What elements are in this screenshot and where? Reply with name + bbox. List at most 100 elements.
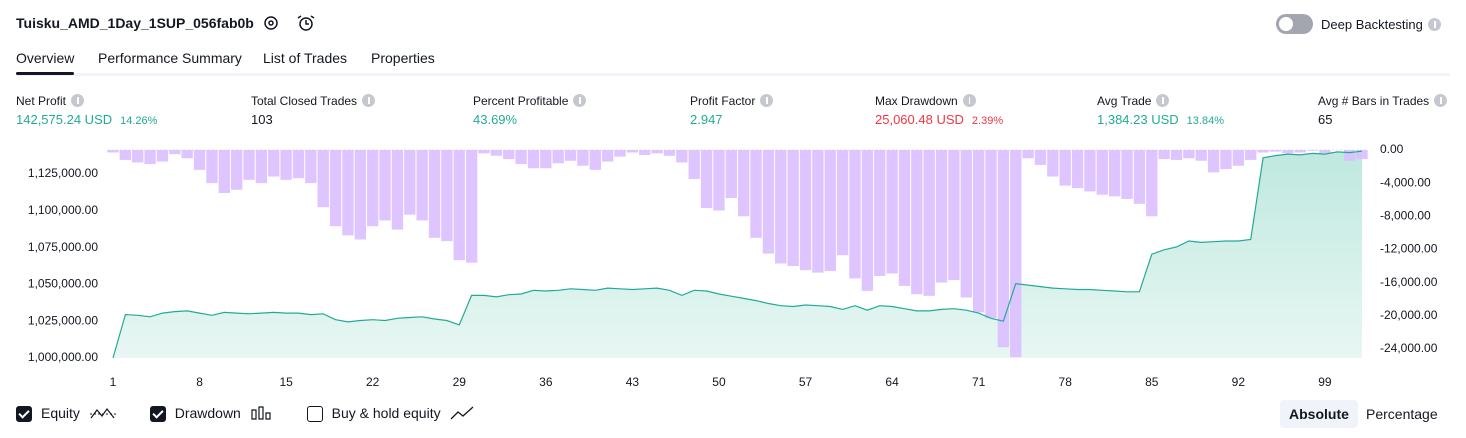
help-icon[interactable] bbox=[1427, 18, 1441, 31]
metric-value-text: 25,060.48 USD bbox=[875, 112, 964, 127]
y2-tick-label: -24,000.00 bbox=[1380, 341, 1438, 355]
y-tick-label: 1,050,000.00 bbox=[28, 277, 98, 291]
equity-area bbox=[113, 151, 1362, 358]
drawdown-bar bbox=[799, 150, 812, 271]
drawdown-bar bbox=[589, 150, 601, 170]
drawdown-bar bbox=[812, 150, 824, 273]
strategy-title: Tuisku_AMD_1Day_1SUP_056fab0b bbox=[16, 15, 254, 31]
info-icon[interactable] bbox=[962, 94, 976, 107]
mode-button[interactable]: Absolute bbox=[1280, 400, 1358, 428]
drawdown-bar bbox=[527, 150, 540, 169]
drawdown-bar bbox=[218, 150, 230, 194]
drawdown-bar bbox=[775, 150, 787, 264]
metric-label-text: Avg Trade bbox=[1097, 94, 1152, 108]
legend-buyhold[interactable]: Buy & hold equity bbox=[306, 405, 475, 422]
drawdown-bar bbox=[1356, 150, 1368, 160]
header-icons[interactable] bbox=[262, 14, 322, 34]
checkbox[interactable] bbox=[149, 406, 166, 422]
x-tick-label: 50 bbox=[712, 375, 726, 389]
drawdown-bar bbox=[206, 150, 218, 184]
drawdown-bar bbox=[725, 150, 737, 199]
drawdown-bar bbox=[1034, 150, 1047, 165]
drawdown-bar bbox=[292, 150, 305, 179]
toggle[interactable] bbox=[1276, 14, 1313, 34]
metric-label: Max Drawdown bbox=[875, 94, 976, 108]
legend-label: Equity bbox=[41, 405, 80, 421]
metric-label-text: Avg # Bars in Trades bbox=[1318, 94, 1430, 108]
tab[interactable]: Performance Summary bbox=[98, 50, 242, 66]
equity-line bbox=[112, 150, 1363, 359]
metric-value: 25,060.48 USD 2.39% bbox=[875, 112, 1003, 127]
y-tick-label: 1,100,000.00 bbox=[28, 203, 98, 217]
y-tick-label: 1,075,000.00 bbox=[28, 240, 98, 254]
drawdown-bar bbox=[503, 150, 515, 160]
metric-value-text: 103 bbox=[251, 112, 273, 127]
legend-label: Buy & hold equity bbox=[331, 405, 441, 421]
metric-label-text: Percent Profitable bbox=[473, 94, 569, 108]
drawdown-bar bbox=[1010, 150, 1022, 358]
metric-value-text: 43.69% bbox=[473, 112, 518, 127]
metric-value-text: 2.947 bbox=[690, 112, 723, 127]
drawdown-bar bbox=[465, 150, 478, 263]
drawdown-bar bbox=[1146, 150, 1158, 217]
legend-label: Drawdown bbox=[174, 405, 241, 421]
metric-label: Avg Trade bbox=[1097, 94, 1170, 108]
drawdown-bar bbox=[824, 150, 836, 271]
info-icon[interactable] bbox=[573, 94, 587, 107]
tab[interactable]: Overview bbox=[16, 50, 75, 66]
info-icon[interactable] bbox=[71, 94, 85, 107]
drawdown-bar bbox=[1319, 150, 1331, 154]
drawdown-bar bbox=[441, 150, 453, 242]
drawdown-bar bbox=[1121, 150, 1133, 199]
tab-underline bbox=[16, 72, 74, 75]
legend-equity[interactable]: Equity bbox=[16, 405, 116, 422]
mode-button[interactable]: Percentage bbox=[1366, 406, 1438, 422]
drawdown-bar bbox=[713, 150, 725, 211]
drawdown-bar bbox=[342, 150, 354, 236]
drawdown-bar bbox=[750, 150, 762, 238]
info-icon[interactable] bbox=[362, 94, 376, 107]
drawdown-bar bbox=[972, 150, 985, 313]
drawdown-bar bbox=[367, 150, 379, 227]
drawdown-bar bbox=[614, 150, 626, 157]
tab[interactable]: List of Trades bbox=[263, 50, 348, 66]
metric-label-text: Max Drawdown bbox=[875, 94, 958, 108]
drawdown-bar bbox=[935, 150, 948, 283]
tab[interactable]: Properties bbox=[371, 50, 435, 66]
x-tick-label: 43 bbox=[626, 375, 640, 389]
drawdown-icon bbox=[251, 406, 271, 420]
tab-rule bbox=[16, 73, 1450, 76]
drawdown-bar bbox=[181, 150, 193, 159]
drawdown-bar bbox=[663, 150, 676, 156]
metric-value: 142,575.24 USD 14.26% bbox=[16, 112, 157, 127]
info-icon[interactable] bbox=[760, 94, 774, 107]
metric-value-text: 142,575.24 USD bbox=[16, 112, 113, 127]
info-icon[interactable] bbox=[1156, 94, 1170, 107]
info-icon[interactable] bbox=[1434, 94, 1448, 107]
x-tick-label: 8 bbox=[196, 375, 203, 389]
drawdown-bar bbox=[911, 150, 923, 295]
checkbox[interactable] bbox=[306, 406, 323, 422]
legend-drawdown[interactable]: Drawdown bbox=[149, 405, 273, 422]
drawdown-bar bbox=[490, 150, 503, 156]
checkbox[interactable] bbox=[16, 406, 32, 422]
drawdown-bar bbox=[379, 150, 391, 221]
metric-sub: 14.26% bbox=[120, 115, 158, 127]
drawdown-bar bbox=[1195, 150, 1207, 161]
y2-tick-label: -8,000.00 bbox=[1380, 208, 1431, 222]
metric-sub: 13.84% bbox=[1186, 115, 1224, 127]
drawdown-bar bbox=[416, 150, 428, 221]
drawdown-bar bbox=[985, 150, 997, 319]
drawdown-bar bbox=[478, 150, 490, 154]
drawdown-bar bbox=[639, 150, 651, 155]
x-tick-label: 1 bbox=[110, 375, 117, 389]
x-tick-label: 85 bbox=[1145, 375, 1159, 389]
drawdown-bar bbox=[230, 150, 243, 190]
drawdown-bar bbox=[948, 150, 960, 281]
y2-tick-label: -12,000.00 bbox=[1380, 242, 1438, 256]
y-tick-label: 1,025,000.00 bbox=[28, 313, 98, 327]
drawdown-bar bbox=[1022, 150, 1034, 159]
metric-value: 43.69% bbox=[473, 112, 517, 127]
drawdown-bar bbox=[836, 150, 849, 256]
drawdown-bar bbox=[428, 150, 441, 238]
